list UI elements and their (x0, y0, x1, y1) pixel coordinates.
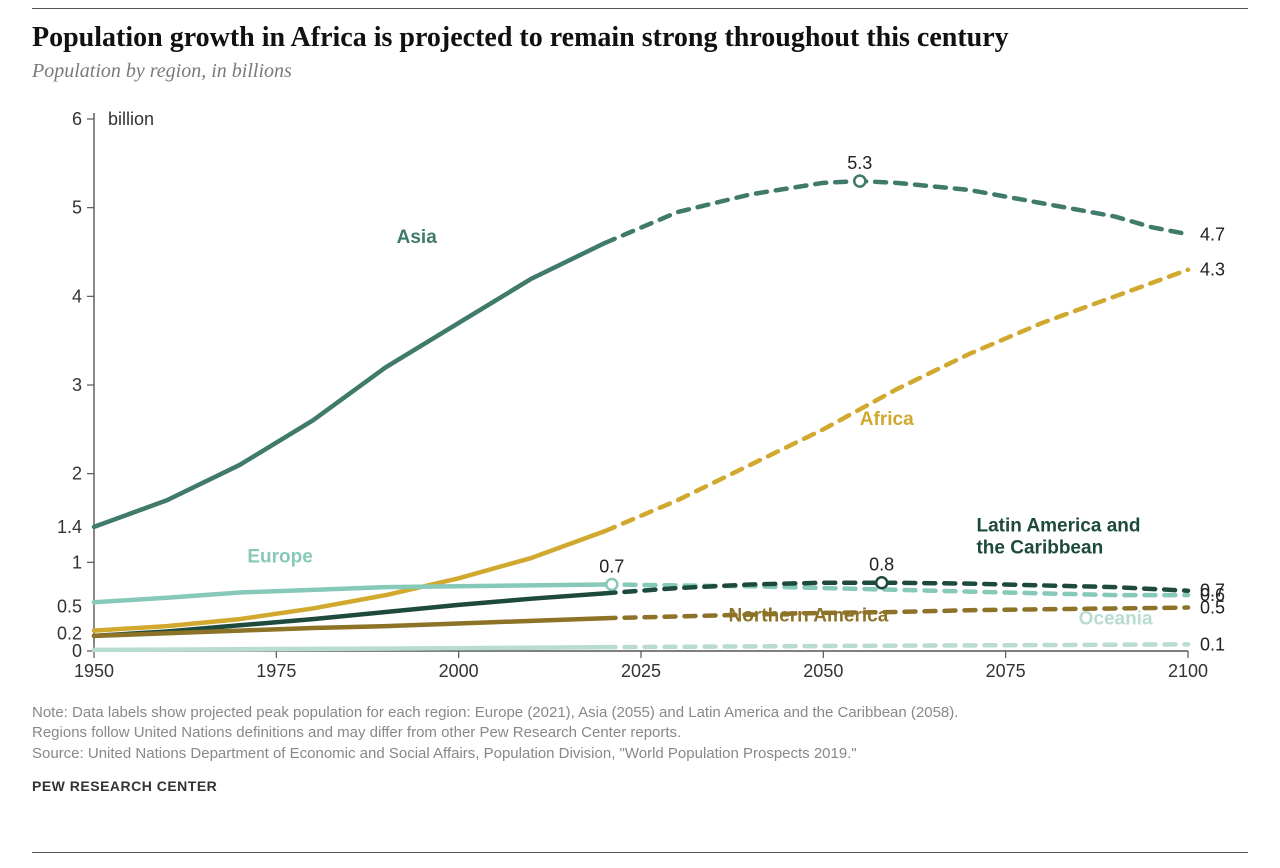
svg-text:1975: 1975 (256, 661, 296, 681)
svg-text:Latin America andthe Caribbean: Latin America andthe Caribbean (976, 515, 1140, 558)
svg-text:0.5: 0.5 (1200, 598, 1225, 618)
svg-text:Northern America: Northern America (729, 606, 889, 627)
source-line: Source: United Nations Department of Eco… (32, 744, 1248, 764)
chart-notes: Note: Data labels show projected peak po… (32, 703, 1248, 764)
svg-text:0.2: 0.2 (57, 623, 82, 643)
credit: PEW RESEARCH CENTER (32, 778, 1248, 794)
svg-text:1.4: 1.4 (57, 517, 82, 537)
svg-text:2100: 2100 (1168, 661, 1208, 681)
svg-text:billion: billion (108, 109, 154, 129)
svg-text:0: 0 (72, 641, 82, 661)
svg-text:Africa: Africa (860, 409, 914, 430)
svg-text:1: 1 (72, 552, 82, 572)
svg-text:5: 5 (72, 198, 82, 218)
note-line-2: Regions follow United Nations definition… (32, 723, 1248, 743)
svg-text:5.3: 5.3 (847, 153, 872, 173)
svg-text:3: 3 (72, 375, 82, 395)
chart-subtitle: Population by region, in billions (32, 60, 1248, 83)
svg-text:6: 6 (72, 109, 82, 129)
svg-text:Asia: Asia (397, 227, 438, 248)
svg-text:2000: 2000 (439, 661, 479, 681)
svg-text:4.3: 4.3 (1200, 260, 1225, 280)
svg-text:2025: 2025 (621, 661, 661, 681)
svg-text:Oceania: Oceania (1079, 608, 1153, 629)
svg-text:4: 4 (72, 286, 82, 306)
svg-text:0.8: 0.8 (869, 555, 894, 575)
svg-text:2075: 2075 (986, 661, 1026, 681)
svg-text:0.1: 0.1 (1200, 634, 1225, 654)
svg-text:4.7: 4.7 (1200, 224, 1225, 244)
svg-text:Europe: Europe (247, 546, 312, 567)
svg-text:2: 2 (72, 464, 82, 484)
chart-title: Population growth in Africa is projected… (32, 22, 1248, 54)
line-chart: 0 1 2 3 4 5 6 billion 1950 1975 2000 2025 2050 2075 21… (32, 93, 1248, 693)
svg-text:1950: 1950 (74, 661, 114, 681)
svg-text:0.7: 0.7 (599, 557, 624, 577)
svg-text:0.5: 0.5 (57, 597, 82, 617)
note-line-1: Note: Data labels show projected peak po… (32, 703, 1248, 723)
svg-text:2050: 2050 (803, 661, 843, 681)
